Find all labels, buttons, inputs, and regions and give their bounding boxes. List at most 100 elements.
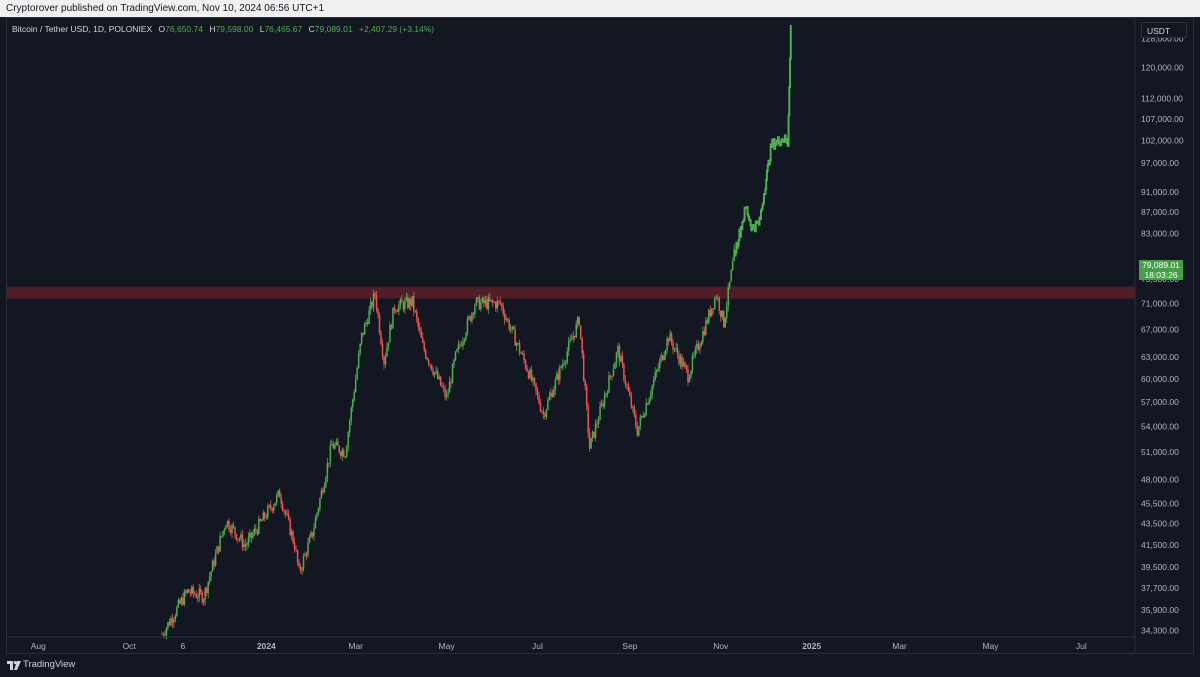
currency-selector[interactable]: USDT [1141, 22, 1187, 38]
candle-body [717, 297, 719, 299]
candle-body [575, 323, 577, 338]
candle-body [240, 534, 242, 539]
candle-body [500, 303, 503, 307]
candle-body [526, 368, 528, 372]
candle-body [676, 347, 679, 355]
candle-body [599, 406, 601, 421]
candle-body [606, 392, 609, 394]
candle-body [694, 348, 697, 355]
candle-body [419, 326, 421, 331]
candle-body [642, 415, 645, 417]
low-label: L [259, 24, 265, 34]
candle-body [222, 530, 224, 536]
candle-body [225, 525, 227, 530]
candle-body [252, 533, 254, 538]
low-value: 76,465.67 [264, 24, 303, 34]
published-text: Cryptorover published on TradingView.com… [6, 3, 325, 14]
candle-body [439, 376, 442, 386]
candle-body [699, 346, 701, 350]
candle-body [508, 319, 510, 330]
candle-body [478, 297, 481, 310]
candle-body [630, 395, 633, 408]
candle-body [651, 385, 653, 395]
candle-body [468, 316, 470, 319]
candle-body [590, 437, 592, 449]
candle-body [232, 525, 235, 528]
candle-body [663, 355, 665, 360]
price-axis-label: 45,500.00 [1141, 498, 1179, 508]
candle-body [319, 498, 321, 509]
candle-body [673, 348, 676, 350]
candle-body [277, 490, 279, 495]
candle-body [189, 592, 192, 594]
candle-body [585, 386, 588, 406]
candle-body [691, 356, 694, 371]
candle-body [450, 381, 452, 384]
candle-body [505, 319, 507, 320]
candle-body [538, 394, 540, 404]
price-axis-label: 67,000.00 [1141, 325, 1179, 335]
candle-body [250, 532, 253, 538]
candle-body [462, 341, 464, 347]
candle-body [499, 300, 501, 304]
candle-body [161, 634, 163, 636]
candle-body [514, 329, 516, 346]
candle-body [256, 530, 259, 534]
price-axis-label: 71,000.00 [1141, 298, 1179, 308]
candle-body [618, 345, 621, 362]
candle-body [658, 360, 661, 369]
candle-body [262, 512, 265, 521]
tradingview-brand[interactable]: TradingView [23, 659, 76, 670]
candle-body [636, 426, 639, 436]
candle-body [444, 387, 446, 397]
candle-body [168, 622, 171, 626]
tradingview-logo-icon [7, 661, 21, 670]
candle-body [235, 534, 238, 540]
candle-body [609, 375, 612, 377]
candle-body [283, 510, 285, 512]
price-axis-label: 87,000.00 [1141, 207, 1179, 217]
price-axis-label: 39,500.00 [1141, 562, 1179, 572]
candle-body [353, 392, 355, 400]
candle-body [587, 405, 589, 433]
candle-body [272, 506, 275, 511]
candle-body [520, 352, 522, 354]
candle-body [646, 403, 649, 405]
candle-body [417, 318, 420, 327]
candle-body [593, 431, 595, 438]
price-axis-label: 41,500.00 [1141, 540, 1179, 550]
candle-body [503, 313, 506, 320]
candle-body [667, 338, 670, 342]
candle-body [399, 299, 402, 305]
candle-body [506, 319, 509, 320]
symbol-name: Bitcoin / Tether USD, 1D, POLONIEX [12, 24, 153, 34]
price-axis-label: 83,000.00 [1141, 228, 1179, 238]
candle-body [287, 514, 290, 519]
candle-body [679, 356, 682, 364]
candle-body [524, 360, 527, 369]
candle-body [697, 343, 700, 350]
candle-body [205, 588, 208, 593]
candle-body [405, 297, 408, 301]
candle-body [465, 333, 467, 340]
candle-body [316, 513, 318, 518]
candle-body [563, 363, 566, 365]
candle-body [512, 326, 515, 330]
candle-body [635, 414, 637, 427]
candle-body [337, 441, 339, 446]
candle-body [308, 536, 311, 543]
candle-body [253, 528, 256, 534]
candle-body [539, 403, 542, 412]
chart-pane[interactable]: 128,000.00 120,000.00 112,000.00 107,000.00… [6, 17, 1194, 654]
time-axis-label: Oct [123, 641, 137, 651]
price-chart[interactable]: 128,000.00 120,000.00 112,000.00 107,000.00… [7, 18, 1193, 653]
candle-body [258, 518, 260, 534]
candle-body [359, 343, 361, 354]
candle-body [527, 371, 530, 379]
candle-body [340, 452, 342, 456]
price-axis-label: 63,000.00 [1141, 352, 1179, 362]
candle-body [246, 544, 248, 547]
candle-body [165, 627, 168, 636]
candle-body [554, 379, 557, 390]
candle-body [708, 309, 710, 323]
